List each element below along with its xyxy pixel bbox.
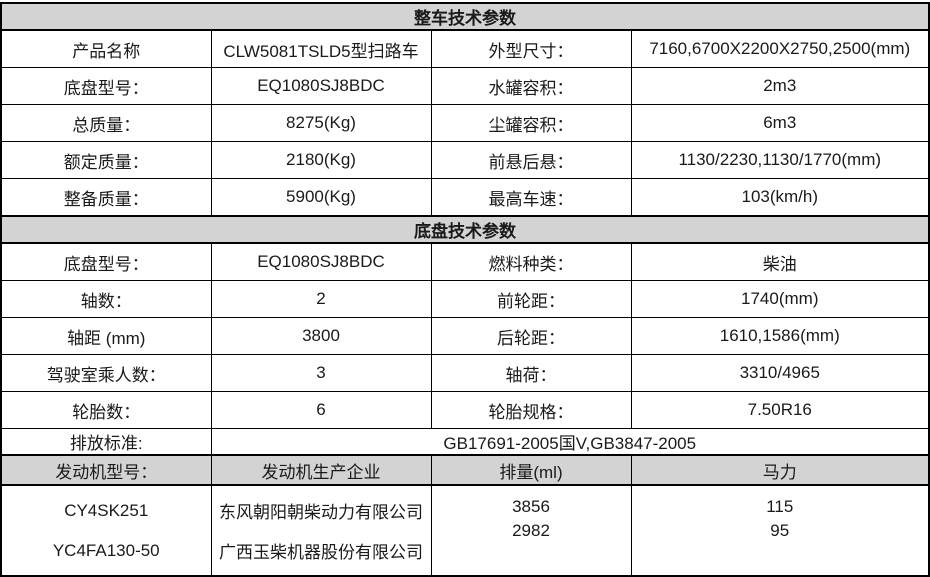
section-title: 底盘技术参数 xyxy=(0,215,930,244)
param-value: 3800 xyxy=(210,317,432,355)
param-label: 轮胎数： xyxy=(0,391,212,429)
engine-header-row: 发动机型号： 发动机生产企业 排量(ml) 马力 xyxy=(0,454,930,486)
param-value: EQ1080SJ8BDC xyxy=(210,67,432,105)
param-value: 7.50R16 xyxy=(630,391,930,429)
param-label: 排放标准: xyxy=(0,428,212,456)
param-label: 驾驶室乘人数： xyxy=(0,354,212,392)
param-value: 2180(Kg) xyxy=(210,141,432,179)
engine-data-row: CY4SK251 YC4FA130-50 东风朝阳朝柴动力有限公司 广西玉柴机器… xyxy=(0,484,930,577)
param-value: 柴油 xyxy=(630,242,930,281)
table-row: 轮胎数： 6 轮胎规格： 7.50R16 xyxy=(0,391,930,429)
table-row: 轴距 (mm) 3800 后轮距： 1610,1586(mm) xyxy=(0,317,930,355)
engine-displacement: 2982 xyxy=(512,521,550,540)
param-value: 6m3 xyxy=(630,104,930,142)
param-value: CLW5081TSLD5型扫路车 xyxy=(210,29,432,68)
param-label: 总质量： xyxy=(0,104,212,142)
param-value: 3310/4965 xyxy=(630,354,930,392)
param-label: 产品名称 xyxy=(0,29,212,68)
engine-model: CY4SK251 xyxy=(64,500,149,520)
section-header-chassis: 底盘技术参数 xyxy=(0,215,930,244)
param-value: 3 xyxy=(210,354,432,392)
table-row: 总质量： 8275(Kg) 尘罐容积： 6m3 xyxy=(0,104,930,142)
param-label: 最高车速： xyxy=(430,178,632,217)
param-value: 1740(mm) xyxy=(630,280,930,318)
param-value: 5900(Kg) xyxy=(210,178,432,217)
table-row: 整备质量： 5900(Kg) 最高车速： 103(km/h) xyxy=(0,178,930,217)
param-value: 1610,1586(mm) xyxy=(630,317,930,355)
param-value: 2m3 xyxy=(630,67,930,105)
engine-manufacturer: 东风朝阳朝柴动力有限公司 xyxy=(219,503,423,522)
table-row: 轴数： 2 前轮距： 1740(mm) xyxy=(0,280,930,318)
param-label: 轴数： xyxy=(0,280,212,318)
column-header: 发动机型号： xyxy=(0,454,212,486)
table-row: 底盘型号： EQ1080SJ8BDC 燃料种类： 柴油 xyxy=(0,242,930,281)
table-row: 产品名称 CLW5081TSLD5型扫路车 外型尺寸： 7160,6700X22… xyxy=(0,29,930,68)
table-row: 额定质量： 2180(Kg) 前悬后悬： 1130/2230,1130/1770… xyxy=(0,141,930,179)
table-row: 驾驶室乘人数： 3 轴荷： 3310/4965 xyxy=(0,354,930,392)
param-label: 底盘型号： xyxy=(0,242,212,281)
param-label: 底盘型号： xyxy=(0,67,212,105)
param-value: EQ1080SJ8BDC xyxy=(210,242,432,281)
param-value: 1130/2230,1130/1770(mm) xyxy=(630,141,930,179)
param-value: 6 xyxy=(210,391,432,429)
column-header: 排量(ml) xyxy=(430,454,632,486)
param-value: 7160,6700X2200X2750,2500(mm) xyxy=(630,29,930,68)
param-label: 轮胎规格： xyxy=(430,391,632,429)
emission-standard-row: 排放标准: GB17691-2005国V,GB3847-2005 xyxy=(0,428,930,456)
engine-displacement: 3856 xyxy=(512,497,550,516)
column-header: 马力 xyxy=(630,454,930,486)
engine-power: 95 xyxy=(770,521,790,540)
param-label: 燃料种类： xyxy=(430,242,632,281)
param-value: 8275(Kg) xyxy=(210,104,432,142)
engine-power: 115 xyxy=(766,497,794,516)
param-value: 103(km/h) xyxy=(630,178,930,217)
engine-model: YC4FA130-50 xyxy=(52,540,160,560)
param-label: 后轮距： xyxy=(430,317,632,355)
param-value: GB17691-2005国V,GB3847-2005 xyxy=(210,428,930,456)
param-label: 整备质量： xyxy=(0,178,212,217)
param-label: 前悬后悬： xyxy=(430,141,632,179)
param-label: 额定质量： xyxy=(0,141,212,179)
section-header-vehicle: 整车技术参数 xyxy=(0,2,930,31)
param-label: 尘罐容积： xyxy=(430,104,632,142)
section-title: 整车技术参数 xyxy=(0,2,930,31)
param-label: 外型尺寸： xyxy=(430,29,632,68)
param-label: 前轮距： xyxy=(430,280,632,318)
param-label: 水罐容积： xyxy=(430,67,632,105)
param-label: 轴距 (mm) xyxy=(0,317,212,355)
table-row: 底盘型号： EQ1080SJ8BDC 水罐容积： 2m3 xyxy=(0,67,930,105)
column-header: 发动机生产企业 xyxy=(210,454,432,486)
engine-manufacturer: 广西玉柴机器股份有限公司 xyxy=(219,543,423,562)
param-value: 2 xyxy=(210,280,432,318)
param-label: 轴荷： xyxy=(430,354,632,392)
